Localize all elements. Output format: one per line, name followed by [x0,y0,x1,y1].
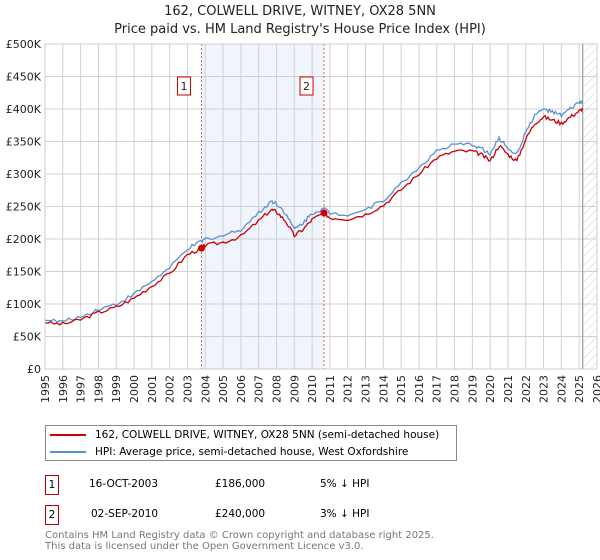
y-tick-label: £400K [6,103,42,116]
sale-date: 02-SEP-2010 [91,508,159,520]
footer-line: This data is licensed under the Open Gov… [45,540,364,552]
sale-price: £186,000 [215,478,266,490]
x-tick-label: 2020 [484,375,497,403]
footer: Contains HM Land Registry data © Crown c… [45,530,434,552]
y-tick-label: £50K [13,331,42,344]
y-tick-label: £150K [6,266,42,279]
x-tick-label: 2015 [395,375,408,403]
sale-label-box [299,76,314,96]
hpi-line [44,99,583,323]
plot-border [44,43,598,370]
x-tick-label: 2005 [217,375,230,403]
x-tick-label: 2022 [520,375,533,403]
x-tick-label: 2008 [270,375,283,403]
x-tick-label: 2003 [181,375,194,403]
sale-price: £240,000 [215,508,266,520]
chart-title: 162, COLWELL DRIVE, WITNEY, OX28 5NN [164,4,436,19]
x-tick-label: 1995 [39,375,52,403]
sale-point [320,209,328,217]
x-tick-label: 2001 [146,375,159,403]
x-tick-label: 2016 [413,375,426,403]
x-tick-label: 2026 [591,375,600,403]
x-tick-label: 2011 [324,375,337,403]
sale-label: 1 [181,80,188,93]
table-row: 2 02-SEP-2010 £240,000 3% ↓ HPI [45,505,600,525]
plot-area: 1995 1996 1997 1998 1999 2000 2001 2002 2003 2004… [6,38,600,403]
x-tick-label: 2024 [555,375,568,403]
sale-marker: 1 [45,475,59,495]
x-tick-label: 2006 [235,375,248,403]
y-tick-label: £350K [6,136,42,149]
y-tick-label: £250K [6,201,42,214]
sale-date: 16-OCT-2003 [89,478,158,490]
x-tick-label: 2017 [431,375,444,403]
y-tick-label: £0 [27,363,41,376]
sale-hpi-diff: 5% ↓ HPI [320,478,370,490]
y-tick-label: £100K [6,298,42,311]
x-tick-label: 1998 [92,375,105,403]
sale-marker: 2 [45,505,59,525]
x-tick-label: 2021 [502,375,515,403]
x-tick-label: 2002 [164,375,177,403]
x-tick-label: 2009 [288,375,301,403]
x-tick-label: 1999 [110,375,123,403]
x-tick-label: 2023 [538,375,551,403]
sale-point [198,244,206,252]
x-tick-label: 2018 [449,375,462,403]
y-tick-label: £300K [6,168,42,181]
sale-label-box [177,76,192,96]
x-tick-label: 2019 [466,375,479,403]
x-tick-label: 2014 [377,375,390,403]
sale-hpi-diff: 3% ↓ HPI [320,508,370,520]
x-tick-label: 2000 [128,375,141,403]
y-tick-label: £450K [6,71,42,84]
legend-swatch-red [50,434,86,436]
legend: 162, COLWELL DRIVE, WITNEY, OX28 5NN (se… [45,425,457,461]
x-tick-label: 2007 [253,375,266,403]
sale-label: 2 [303,80,310,93]
legend-label: HPI: Average price, semi-detached house,… [95,446,409,458]
legend-item-property: 162, COLWELL DRIVE, WITNEY, OX28 5NN (se… [50,429,439,441]
x-tick-label: 2010 [306,375,319,403]
footer-line: Contains HM Land Registry data © Crown c… [45,530,434,541]
legend-item-hpi: HPI: Average price, semi-detached house,… [50,446,408,458]
y-tick-label: £200K [6,233,42,246]
x-tick-label: 1996 [57,375,70,403]
legend-swatch-blue [50,451,86,453]
x-tick-label: 2004 [199,375,212,403]
property-price-line [44,107,584,326]
x-tick-label: 2013 [360,375,373,403]
chart-subtitle: Price paid vs. HM Land Registry's House … [114,22,486,37]
table-row: 1 16-OCT-2003 £186,000 5% ↓ HPI [45,475,600,495]
x-tick-label: 2025 [573,375,586,403]
y-tick-label: £500K [6,38,42,51]
legend-label: 162, COLWELL DRIVE, WITNEY, OX28 5NN (se… [95,429,440,441]
x-tick-label: 1997 [75,375,88,403]
x-tick-label: 2012 [342,375,355,403]
